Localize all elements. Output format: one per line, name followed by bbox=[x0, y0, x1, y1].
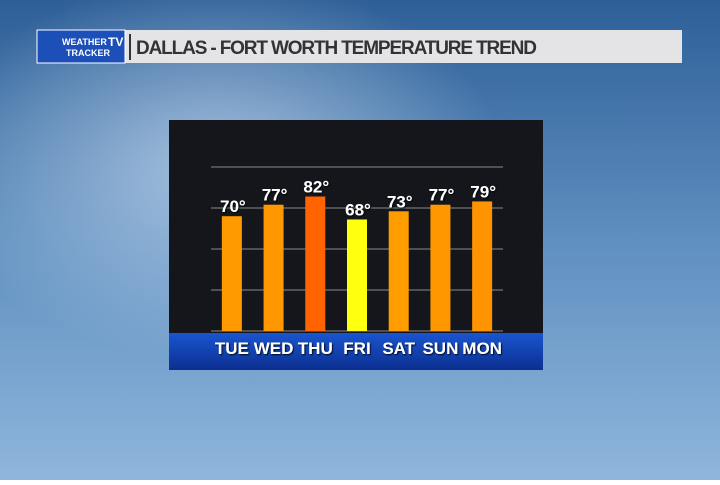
x-tick-label: FRI bbox=[343, 339, 370, 358]
divider bbox=[129, 34, 131, 60]
logo-text: TRACKER bbox=[66, 48, 110, 58]
x-tick-label: SUN bbox=[422, 339, 458, 358]
value-label: 79° bbox=[470, 182, 496, 201]
logo-badge: TV bbox=[108, 35, 123, 49]
bar bbox=[472, 201, 493, 331]
x-tick-label: TUE bbox=[215, 339, 249, 358]
title-bar bbox=[37, 30, 682, 63]
x-tick-label: SAT bbox=[382, 339, 415, 358]
chart-title: DALLAS - FORT WORTH TEMPERATURE TREND bbox=[136, 38, 536, 59]
category-band bbox=[169, 333, 543, 370]
value-label: 73° bbox=[387, 192, 413, 211]
bar bbox=[347, 219, 367, 331]
value-label: 70° bbox=[220, 197, 246, 216]
bar bbox=[305, 196, 326, 331]
value-label: 68° bbox=[345, 200, 371, 219]
bar bbox=[430, 204, 451, 331]
bar bbox=[388, 211, 409, 331]
x-tick-label: WED bbox=[254, 339, 294, 358]
value-label: 82° bbox=[303, 178, 329, 197]
logo-text: WEATHER bbox=[62, 37, 107, 47]
x-tick-label: MON bbox=[462, 339, 502, 358]
bar bbox=[263, 204, 284, 331]
value-label: 77° bbox=[429, 186, 455, 205]
x-tick-label: THU bbox=[298, 339, 333, 358]
logo bbox=[36, 29, 126, 64]
value-label: 77° bbox=[262, 186, 288, 205]
bar bbox=[221, 216, 242, 331]
